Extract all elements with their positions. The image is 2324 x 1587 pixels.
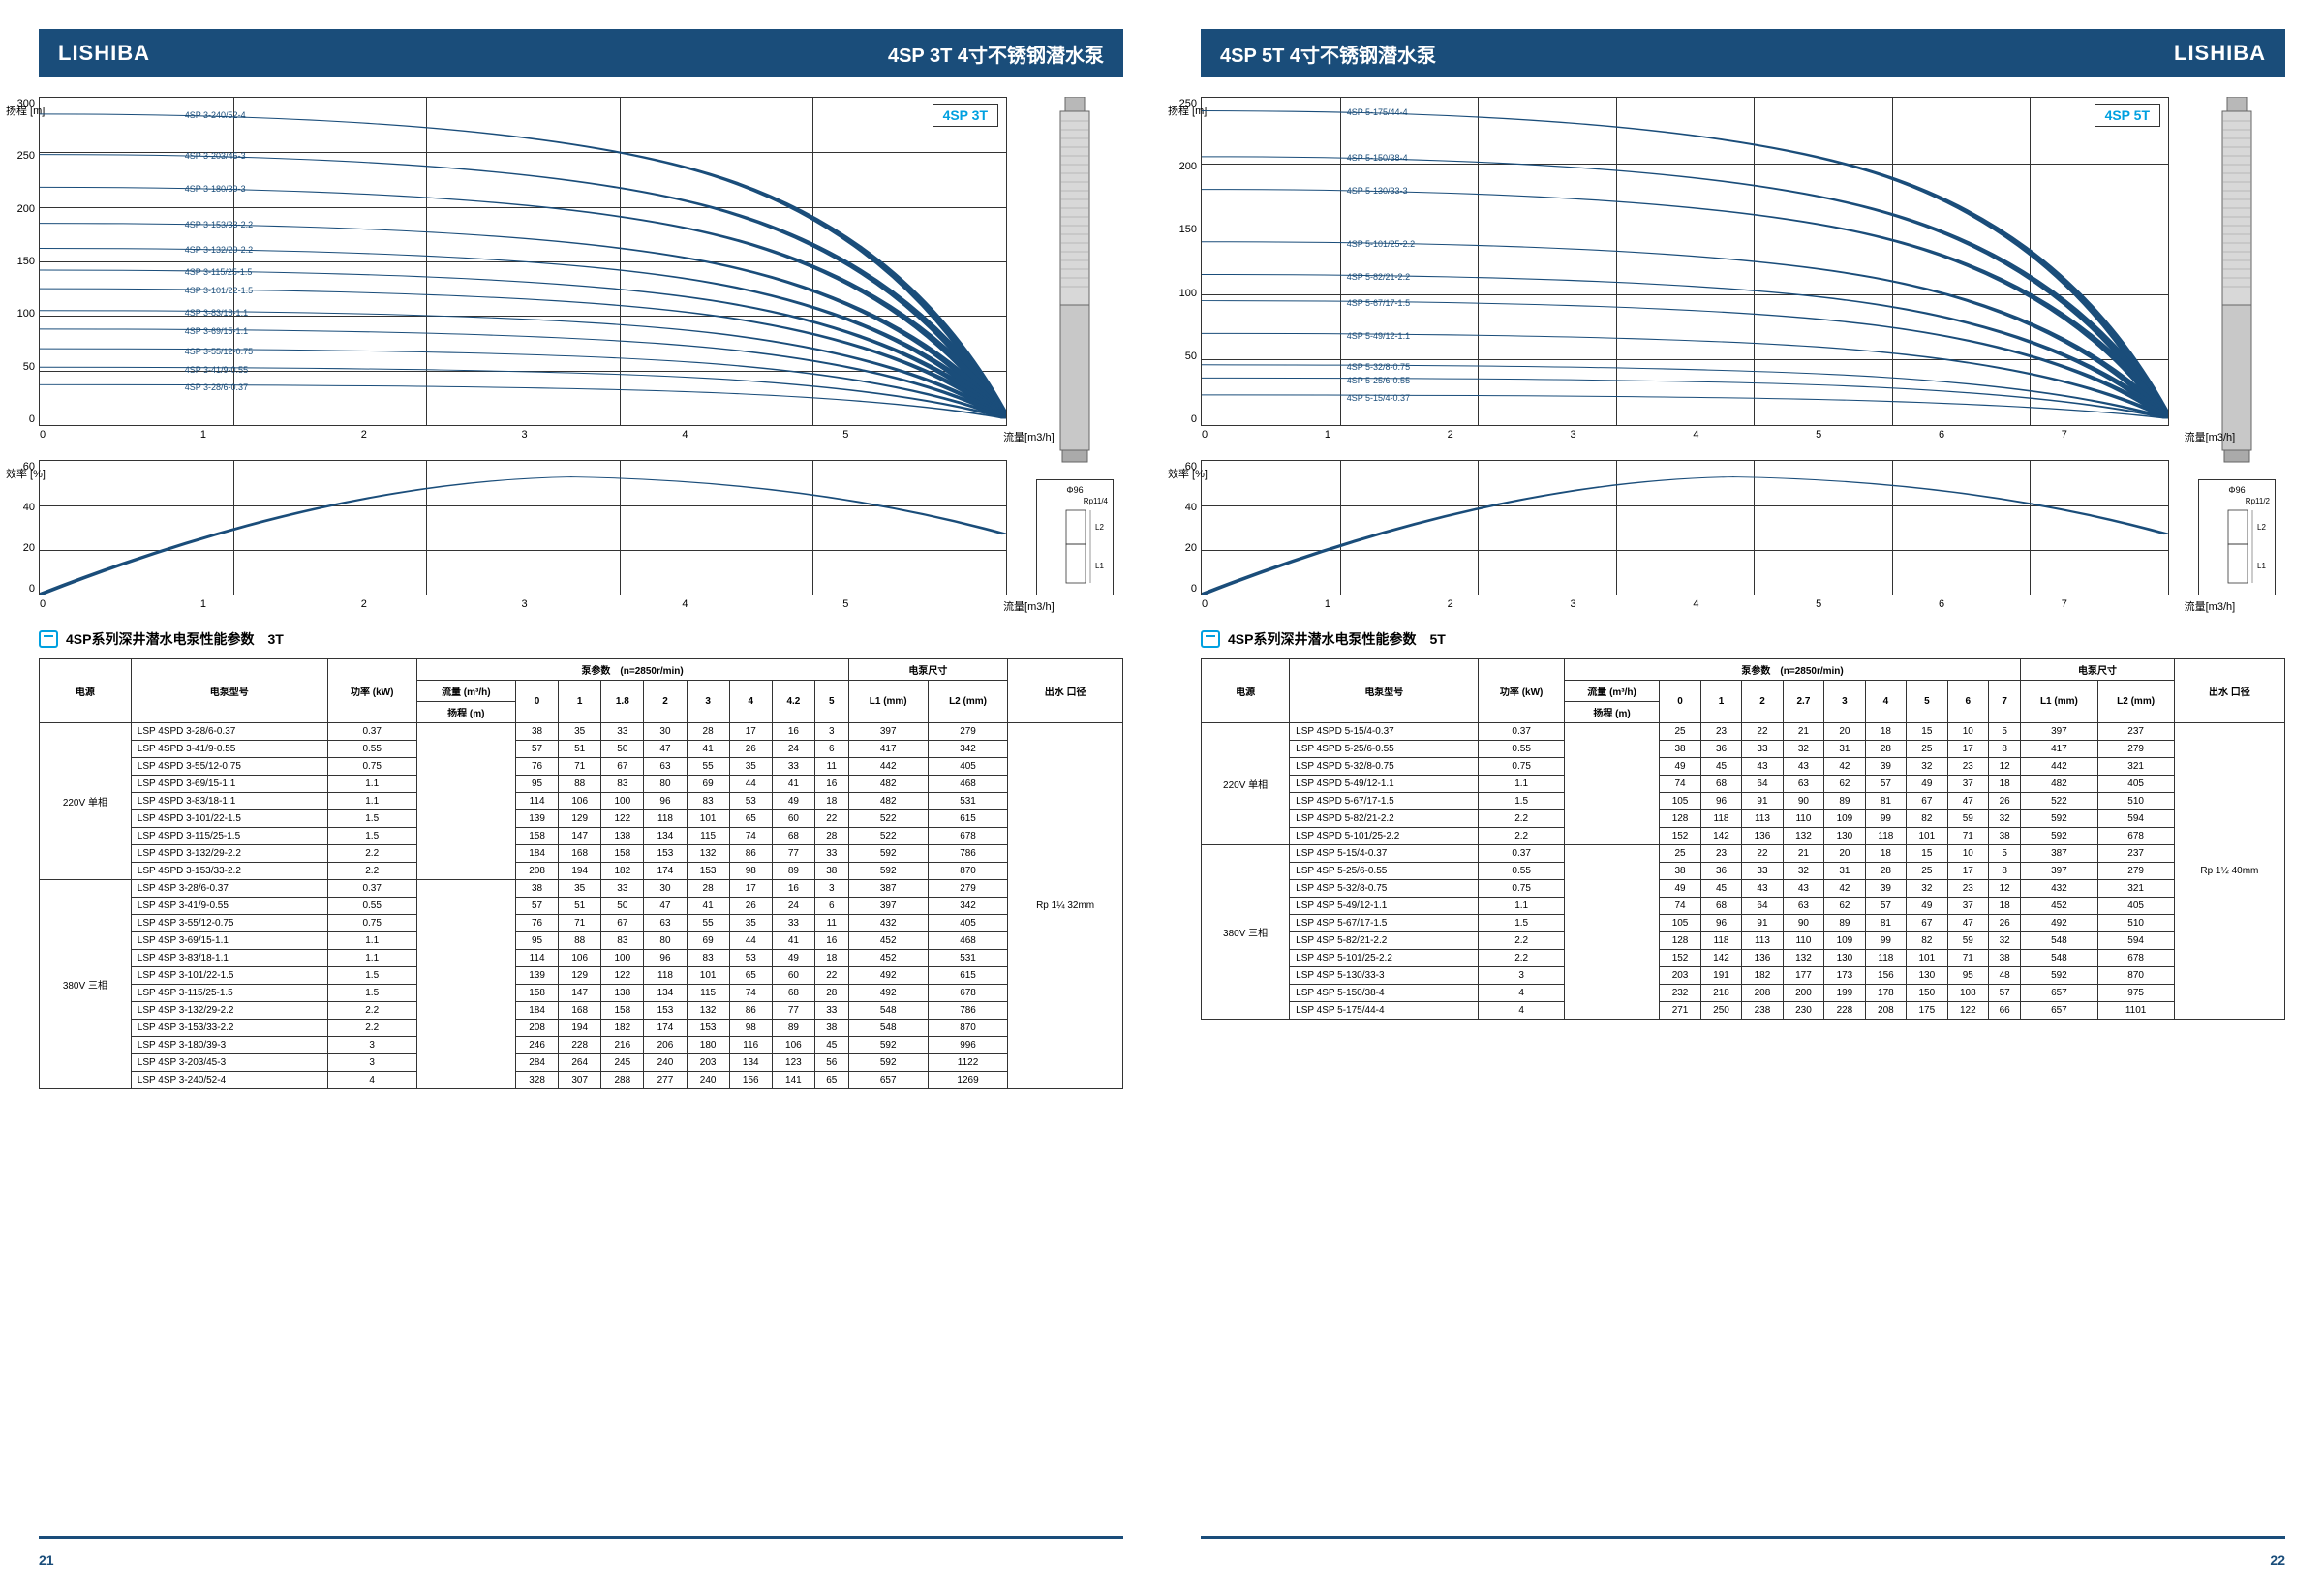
section-title-right: 4SP系列深井潜水电泵性能参数 5T [1201, 629, 2285, 649]
table-row: LSP 4SP 3-69/15-1.11.1958883806944411645… [40, 932, 1123, 950]
spec-table: 电源电泵型号功率 (kW) 泵参数 (n=2850r/min)电泵尺寸出水 口径… [1201, 658, 2285, 1020]
head-chart: 4SP 5T 扬程 [m] 250200150100500 4SP 5-175/… [1201, 97, 2169, 426]
spec-icon [1201, 630, 1220, 648]
logo: LISHIBA [58, 41, 150, 66]
table-row: LSP 4SP 3-203/45-33284264245240203134123… [40, 1054, 1123, 1072]
efficiency-chart: 效率 [%] 6040200 012345流量[m3/h] [39, 460, 1007, 595]
table-row: LSP 4SPD 3-41/9-0.550.555751504741262464… [40, 741, 1123, 758]
header-left: LISHIBA 4SP 3T 4寸不锈钢潜水泵 [39, 29, 1123, 77]
svg-text:L2: L2 [1095, 523, 1104, 532]
x-ticks: 012345流量[m3/h] [40, 598, 1084, 614]
table-row: LSP 4SPD 3-101/22-1.51.51391291221181016… [40, 810, 1123, 828]
table-row: LSP 4SP 5-67/17-1.51.5105969190898167472… [1202, 915, 2285, 932]
page-number-left: 21 [39, 1552, 54, 1568]
table-row: LSP 4SPD 3-115/25-1.51.51581471381341157… [40, 828, 1123, 845]
performance-curve [40, 98, 1006, 425]
page-number-right: 22 [2270, 1552, 2285, 1568]
table-row: LSP 4SP 3-115/25-1.51.515814713813411574… [40, 985, 1123, 1002]
table-row: LSP 4SPD 5-49/12-1.11.174686463625749371… [1202, 776, 2285, 793]
efficiency-chart: 效率 [%] 6040200 01234567流量[m3/h] [1201, 460, 2169, 595]
dimension-diagram: Φ96 Rp11/4 L2 L1 [1036, 479, 1114, 595]
dim-phi: Φ96 [1042, 485, 1108, 495]
table-row: LSP 4SP 5-150/38-44232218208200199178150… [1202, 985, 2285, 1002]
efficiency-curve [1202, 461, 2168, 595]
table-row: LSP 4SPD 5-67/17-1.51.510596919089816747… [1202, 793, 2285, 810]
table-row: LSP 4SPD 3-55/12-0.750.75767167635535331… [40, 758, 1123, 776]
y-ticks: 6040200 [1168, 461, 1197, 595]
table-row: LSP 4SP 3-180/39-33246228216206180116106… [40, 1037, 1123, 1054]
page-title-left: 4SP 3T 4寸不锈钢潜水泵 [888, 40, 1104, 68]
table-row: LSP 4SP 5-32/8-0.750.7549454343423932231… [1202, 880, 2285, 898]
svg-text:L1: L1 [1095, 562, 1104, 570]
section-title-left: 4SP系列深井潜水电泵性能参数 3T [39, 629, 1123, 649]
head-chart: 4SP 3T 扬程 [m] 300250200150100500 4SP 3-2… [39, 97, 1007, 426]
table-row: LSP 4SP 3-240/52-44328307288277240156141… [40, 1072, 1123, 1089]
svg-text:L1: L1 [2257, 562, 2266, 570]
table-row: LSP 4SPD 3-132/29-2.22.21841681581531328… [40, 845, 1123, 863]
svg-text:L2: L2 [2257, 523, 2266, 532]
table-row: LSP 4SP 3-153/33-2.22.220819418217415398… [40, 1020, 1123, 1037]
curve-label: 4SP 3-28/6-0.37 [185, 382, 248, 392]
table-row: LSP 4SP 5-82/21-2.22.2128118113110109998… [1202, 932, 2285, 950]
table-row: LSP 4SPD 3-83/18-1.11.111410610096835349… [40, 793, 1123, 810]
dim-rp: Rp11/4 [1042, 497, 1108, 505]
efficiency-curve [40, 461, 1006, 595]
table-row: LSP 4SPD 3-153/33-2.22.22081941821741539… [40, 863, 1123, 880]
table-row: LSP 4SP 5-25/6-0.550.5538363332312825178… [1202, 863, 2285, 880]
table-row: LSP 4SP 5-101/25-2.22.215214213613213011… [1202, 950, 2285, 967]
table-row: LSP 4SP 5-130/33-33203191182177173156130… [1202, 967, 2285, 985]
logo: LISHIBA [2174, 41, 2266, 66]
table-row: LSP 4SP 3-132/29-2.22.218416815815313286… [40, 1002, 1123, 1020]
table-row: LSP 4SPD 5-32/8-0.750.754945434342393223… [1202, 758, 2285, 776]
spec-table: 电源电泵型号功率 (kW) 泵参数 (n=2850r/min)电泵尺寸出水 口径… [39, 658, 1123, 1089]
footer-line [39, 1536, 1123, 1539]
pump-image [1051, 97, 1099, 465]
dim-rp: Rp11/2 [2204, 497, 2270, 505]
table-row: LSP 4SP 5-49/12-1.11.1746864636257493718… [1202, 898, 2285, 915]
table-row: LSP 4SPD 5-101/25-2.22.21521421361321301… [1202, 828, 2285, 845]
table-row: 380V 三相LSP 4SP 5-15/4-0.370.372523222120… [1202, 845, 2285, 863]
curve-label: 4SP 5-15/4-0.37 [1347, 393, 1410, 403]
table-row: 220V 单相LSP 4SPD 5-15/4-0.370.37252322212… [1202, 723, 2285, 741]
table-row: LSP 4SP 5-175/44-44271250238230228208175… [1202, 1002, 2285, 1020]
table-row: 380V 三相LSP 4SP 3-28/6-0.370.373835333028… [40, 880, 1123, 898]
spec-icon [39, 630, 58, 648]
y-ticks: 6040200 [6, 461, 35, 595]
table-row: LSP 4SP 3-55/12-0.750.757671676355353311… [40, 915, 1123, 932]
x-ticks: 01234567流量[m3/h] [1202, 429, 2246, 444]
dim-phi: Φ96 [2204, 485, 2270, 495]
left-page: LISHIBA 4SP 3T 4寸不锈钢潜水泵 4SP 3T 扬程 [m] 30… [0, 0, 1162, 1587]
pump-image [2213, 97, 2261, 465]
table-row: LSP 4SPD 5-25/6-0.550.553836333231282517… [1202, 741, 2285, 758]
x-ticks: 01234567流量[m3/h] [1202, 598, 2246, 614]
table-row: LSP 4SP 3-83/18-1.11.1114106100968353491… [40, 950, 1123, 967]
x-ticks: 012345流量[m3/h] [40, 429, 1084, 444]
y-ticks: 300250200150100500 [6, 98, 35, 425]
table-row: LSP 4SPD 5-82/21-2.22.212811811311010999… [1202, 810, 2285, 828]
right-page: 4SP 5T 4寸不锈钢潜水泵 LISHIBA 4SP 5T 扬程 [m] 25… [1162, 0, 2324, 1587]
table-row: 220V 单相LSP 4SPD 3-28/6-0.370.37383533302… [40, 723, 1123, 741]
table-row: LSP 4SPD 3-69/15-1.11.195888380694441164… [40, 776, 1123, 793]
header-right: 4SP 5T 4寸不锈钢潜水泵 LISHIBA [1201, 29, 2285, 77]
footer-line [1201, 1536, 2285, 1539]
performance-curve [1202, 98, 2168, 425]
y-ticks: 250200150100500 [1168, 98, 1197, 425]
table-row: LSP 4SP 3-101/22-1.51.513912912211810165… [40, 967, 1123, 985]
dimension-diagram: Φ96 Rp11/2 L2 L1 [2198, 479, 2276, 595]
page-title-right: 4SP 5T 4寸不锈钢潜水泵 [1220, 40, 1436, 68]
table-row: LSP 4SP 3-41/9-0.550.5557515047412624639… [40, 898, 1123, 915]
